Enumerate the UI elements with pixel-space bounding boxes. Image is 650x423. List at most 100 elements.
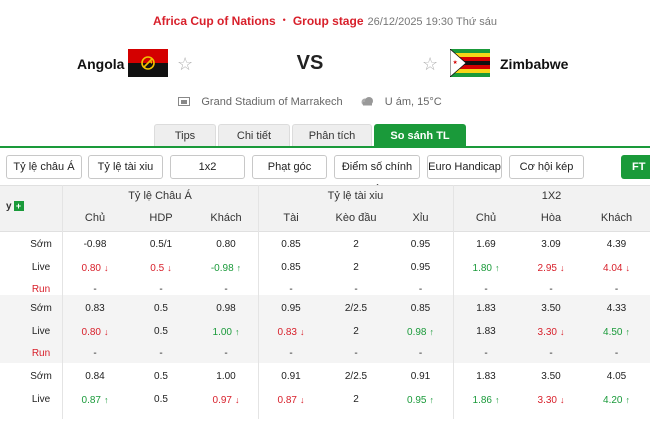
odds-cell[interactable]: 3.50 xyxy=(519,366,583,388)
odds-cell[interactable]: 0.95 xyxy=(388,234,453,256)
odds-cell[interactable]: 0.5 xyxy=(128,366,194,388)
odds-cell[interactable]: - xyxy=(128,343,194,365)
odds-cell[interactable]: - xyxy=(324,343,388,365)
odds-cell[interactable]: 0.83 ↓ xyxy=(258,321,324,343)
odds-cell[interactable]: 2/2.5 xyxy=(324,298,388,320)
col-header-asian-away: Khách xyxy=(210,212,242,224)
odds-cell[interactable]: 2 xyxy=(324,234,388,256)
league-name[interactable]: Africa Cup of Nations xyxy=(152,14,276,28)
odds-cell[interactable]: 0.5 ↓ xyxy=(128,257,194,279)
odds-cell[interactable]: 0.5/1 xyxy=(128,234,194,256)
odds-cell[interactable]: - xyxy=(388,343,453,365)
odds-cell[interactable]: 0.98 xyxy=(194,298,258,320)
odds-cell[interactable]: 1.00 xyxy=(194,366,258,388)
odds-value: 0.5 xyxy=(154,325,168,337)
odds-cell[interactable]: - xyxy=(62,279,128,301)
match-tabs: Tips Chi tiết Phân tích So sánh TL xyxy=(154,124,468,146)
odds-block: Sớm -0.98 0.5/1 0.80 0.85 2 0.95 1.69 3.09 4.39 Li… xyxy=(0,231,650,295)
plus-icon[interactable]: + xyxy=(13,201,24,211)
favorite-home-star-icon[interactable]: ☆ xyxy=(177,54,194,74)
odds-cell[interactable]: 3.09 xyxy=(519,234,583,256)
odds-value: - xyxy=(614,348,619,359)
odds-cell[interactable]: 0.83 xyxy=(62,298,128,320)
odds-cell[interactable]: 0.5 xyxy=(128,321,194,343)
odds-cell[interactable]: 1.83 xyxy=(453,366,519,388)
odds-cell[interactable]: 3.30 ↓ xyxy=(519,389,583,411)
odds-cell[interactable]: 0.85 xyxy=(258,234,324,256)
odds-cell[interactable]: 4.33 xyxy=(583,298,650,320)
odds-cell[interactable]: 0.5 xyxy=(128,389,194,411)
odds-cell[interactable]: 0.80 xyxy=(194,234,258,256)
odds-cell[interactable]: - xyxy=(453,279,519,301)
odds-cell[interactable]: 0.97 ↓ xyxy=(194,389,258,411)
filter-correct-score[interactable]: Điểm số chính xác xyxy=(334,155,420,195)
odds-cell[interactable]: 1.83 xyxy=(453,298,519,320)
odds-cell[interactable]: - xyxy=(194,343,258,365)
odds-cell[interactable]: 4.39 xyxy=(583,234,650,256)
away-team-name[interactable]: Zimbabwe xyxy=(500,56,569,72)
tab-odds-compare[interactable]: So sánh TL xyxy=(374,124,466,146)
odds-cell[interactable]: 3.30 ↓ xyxy=(519,321,583,343)
filter-asian-handicap[interactable]: Tỷ lệ châu Á xyxy=(6,155,82,179)
odds-cell[interactable]: 3.50 xyxy=(519,298,583,320)
odds-cell[interactable]: - xyxy=(519,343,583,365)
filter-1x2[interactable]: 1x2 xyxy=(170,155,245,179)
odds-cell[interactable]: 0.91 xyxy=(388,366,453,388)
odds-cell[interactable]: - xyxy=(128,279,194,301)
odds-value: 2/2.5 xyxy=(344,371,368,382)
odds-cell[interactable]: 1.69 xyxy=(453,234,519,256)
odds-cell[interactable]: - xyxy=(258,279,324,301)
filter-euro-handicap[interactable]: Euro Handicap xyxy=(427,155,502,179)
tab-analysis[interactable]: Phân tích xyxy=(292,124,372,146)
filter-corners[interactable]: Phạt góc xyxy=(252,155,327,179)
odds-cell[interactable]: - xyxy=(194,279,258,301)
odds-cell[interactable]: 0.85 xyxy=(258,257,324,279)
odds-cell[interactable]: 4.50 ↑ xyxy=(583,321,650,343)
odds-cell[interactable]: 0.95 xyxy=(258,298,324,320)
odds-cell[interactable]: 1.86 ↑ xyxy=(453,389,519,411)
odds-cell[interactable]: 4.20 ↑ xyxy=(583,389,650,411)
odds-cell[interactable]: 1.00 ↑ xyxy=(194,321,258,343)
odds-cell[interactable]: 2 xyxy=(324,321,388,343)
tab-details[interactable]: Chi tiết xyxy=(218,124,290,146)
odds-cell[interactable]: 0.85 xyxy=(388,298,453,320)
stage-name[interactable]: Group stage xyxy=(292,14,364,28)
odds-cell[interactable]: 0.5 xyxy=(128,298,194,320)
odds-cell[interactable]: 0.80 ↓ xyxy=(62,257,128,279)
favorite-away-star-icon[interactable]: ☆ xyxy=(422,54,439,74)
odds-cell[interactable]: 0.95 xyxy=(388,257,453,279)
odds-cell[interactable]: -0.98 xyxy=(62,234,128,256)
odds-cell[interactable]: - xyxy=(258,343,324,365)
filter-double-chance[interactable]: Cơ hội kép xyxy=(509,155,584,179)
odds-cell[interactable]: - xyxy=(324,279,388,301)
odds-block: Sớm 0.83 0.5 0.98 0.95 2/2.5 0.85 1.83 3.50 4.33 L… xyxy=(0,295,650,363)
odds-cell[interactable]: 0.84 xyxy=(62,366,128,388)
odds-cell[interactable]: 2/2.5 xyxy=(324,366,388,388)
odds-value: 4.39 xyxy=(606,239,627,250)
odds-cell[interactable]: 1.80 ↑ xyxy=(453,257,519,279)
col-header-line: Kèo đầu xyxy=(335,212,377,224)
odds-cell[interactable]: 2 xyxy=(324,257,388,279)
odds-cell[interactable]: - xyxy=(519,279,583,301)
odds-cell[interactable]: 0.98 ↑ xyxy=(388,321,453,343)
home-team-name[interactable]: Angola xyxy=(77,56,125,72)
odds-cell[interactable]: 2 xyxy=(324,389,388,411)
odds-cell[interactable]: 4.05 xyxy=(583,366,650,388)
tab-tips[interactable]: Tips xyxy=(154,124,216,146)
filter-over-under[interactable]: Tỷ lệ tài xiu xyxy=(88,155,163,179)
odds-cell[interactable]: - xyxy=(453,343,519,365)
odds-cell[interactable]: 0.80 ↓ xyxy=(62,321,128,343)
odds-cell[interactable]: 0.91 xyxy=(258,366,324,388)
odds-cell[interactable]: -0.98 ↑ xyxy=(194,257,258,279)
odds-cell[interactable]: - xyxy=(388,279,453,301)
full-time-toggle[interactable]: FT xyxy=(621,155,650,179)
odds-cell[interactable]: - xyxy=(583,279,650,301)
odds-cell[interactable]: 4.04 ↓ xyxy=(583,257,650,279)
odds-cell[interactable]: 0.87 ↑ xyxy=(62,389,128,411)
odds-cell[interactable]: 2.95 ↓ xyxy=(519,257,583,279)
odds-cell[interactable]: 1.83 xyxy=(453,321,519,343)
odds-cell[interactable]: 0.95 ↑ xyxy=(388,389,453,411)
odds-cell[interactable]: - xyxy=(62,343,128,365)
odds-cell[interactable]: 0.87 ↓ xyxy=(258,389,324,411)
odds-cell[interactable]: - xyxy=(583,343,650,365)
